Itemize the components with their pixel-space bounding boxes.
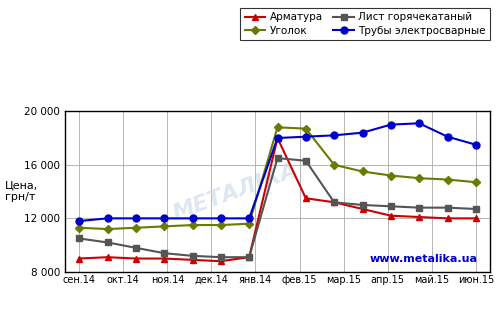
Text: МЕТАЛІКА: МЕТАЛІКА bbox=[170, 160, 300, 223]
Legend: Арматура, Уголок, Лист горячекатаный, Трубы электросварные: Арматура, Уголок, Лист горячекатаный, Тр… bbox=[240, 8, 490, 40]
Text: Цена,
грн/т: Цена, грн/т bbox=[5, 181, 38, 202]
Text: www.metalika.ua: www.metalika.ua bbox=[369, 254, 477, 264]
